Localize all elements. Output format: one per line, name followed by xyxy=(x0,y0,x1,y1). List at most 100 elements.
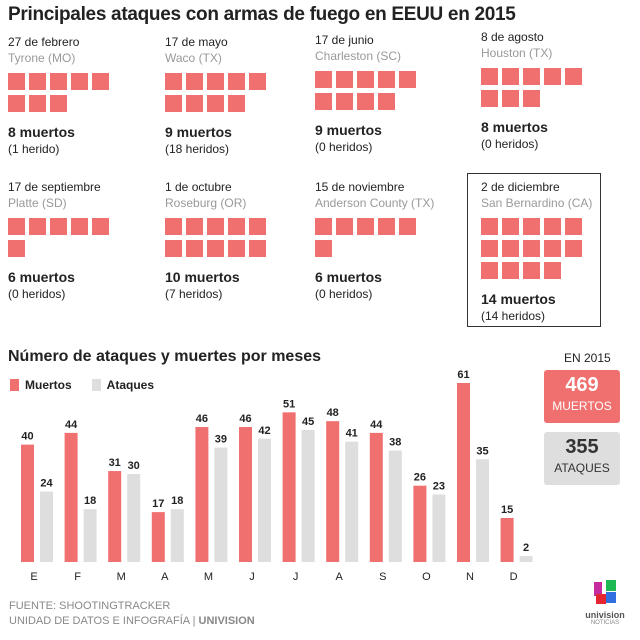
legend-swatch-muertos xyxy=(10,379,19,391)
bar-value-label: 15 xyxy=(501,504,513,516)
incident-deaths: 9 muertos xyxy=(315,122,382,138)
incident-date: 17 de mayo xyxy=(165,35,228,49)
incident-deaths: 6 muertos xyxy=(315,269,382,285)
x-tick-label: F xyxy=(74,571,81,583)
incident-deaths: 14 muertos xyxy=(481,291,556,307)
death-square xyxy=(207,240,224,257)
death-square xyxy=(71,73,88,90)
death-square xyxy=(249,218,266,235)
death-square xyxy=(8,240,25,257)
death-square xyxy=(565,240,582,257)
chart-title: Número de ataques y muertes por meses xyxy=(8,348,322,365)
incident-date: 17 de junio xyxy=(315,33,374,47)
death-square xyxy=(71,218,88,235)
death-square xyxy=(315,218,332,235)
x-tick-label: D xyxy=(510,571,518,583)
death-squares xyxy=(481,68,631,107)
incident-card: 17 de junio Charleston (SC) 9 muertos (0… xyxy=(315,33,465,154)
death-square xyxy=(186,95,203,112)
death-square xyxy=(357,71,374,88)
univision-logo: univision NOTICIAS xyxy=(580,580,630,626)
death-square xyxy=(481,90,498,107)
bar-ataques xyxy=(83,509,97,562)
bar-muertos xyxy=(64,432,78,562)
death-square xyxy=(523,262,540,279)
incident-deaths: 6 muertos xyxy=(8,269,75,285)
death-square xyxy=(186,240,203,257)
death-square xyxy=(502,68,519,85)
death-square xyxy=(8,218,25,235)
incident-date: 2 de diciembre xyxy=(481,180,560,194)
incident-injured: (14 heridos) xyxy=(481,309,546,323)
brand: UNIVISION xyxy=(198,615,255,627)
incident-place: Roseburg (OR) xyxy=(165,196,247,210)
death-square xyxy=(378,71,395,88)
incident-card: 1 de octubre Roseburg (OR) 10 muertos (7… xyxy=(165,180,315,301)
totals-label: EN 2015 xyxy=(564,351,611,365)
bar-muertos xyxy=(369,432,383,562)
death-square xyxy=(481,218,498,235)
death-square xyxy=(523,218,540,235)
death-square xyxy=(565,68,582,85)
bar-value-label: 51 xyxy=(283,398,295,410)
bar-muertos xyxy=(195,427,209,562)
credit: UNIDAD DE DATOS E INFOGRAFÍA xyxy=(9,615,190,627)
bar-value-label: 42 xyxy=(258,425,270,437)
incident-deaths: 8 muertos xyxy=(481,119,548,135)
death-square xyxy=(186,73,203,90)
univision-logo-icon xyxy=(594,580,616,604)
total-deaths-label: MUERTOS xyxy=(552,399,612,413)
death-square xyxy=(315,93,332,110)
bar-ataques xyxy=(388,450,402,562)
total-attacks-box: 355 ATAQUES xyxy=(544,432,620,485)
death-square xyxy=(315,240,332,257)
death-square xyxy=(502,90,519,107)
bar-value-label: 24 xyxy=(40,478,53,490)
death-square xyxy=(228,95,245,112)
legend-label-muertos: Muertos xyxy=(25,378,72,392)
death-square xyxy=(544,240,561,257)
death-square xyxy=(336,71,353,88)
death-square xyxy=(399,71,416,88)
death-square xyxy=(249,240,266,257)
bar-muertos xyxy=(21,444,34,562)
incident-injured: (0 heridos) xyxy=(315,140,373,154)
incident-card: 8 de agosto Houston (TX) 8 muertos (0 he… xyxy=(481,30,631,151)
x-tick-label: A xyxy=(336,571,344,583)
bar-value-label: 18 xyxy=(84,495,96,507)
death-square xyxy=(523,68,540,85)
bar-value-label: 45 xyxy=(302,416,314,428)
logo-name: univision xyxy=(585,610,625,620)
x-tick-label: A xyxy=(161,571,169,583)
death-square xyxy=(50,95,67,112)
bar-muertos xyxy=(151,512,165,562)
page-title: Principales ataques con armas de fuego e… xyxy=(8,4,516,25)
bar-value-label: 18 xyxy=(171,495,183,507)
death-square xyxy=(336,218,353,235)
bar-value-label: 46 xyxy=(196,413,208,425)
bar-value-label: 40 xyxy=(21,431,33,443)
incident-injured: (0 heridos) xyxy=(315,287,373,301)
incident-place: Waco (TX) xyxy=(165,51,222,65)
incident-deaths: 9 muertos xyxy=(165,124,232,140)
death-square xyxy=(481,262,498,279)
death-square xyxy=(165,240,182,257)
death-square xyxy=(92,73,109,90)
bar-muertos xyxy=(326,421,340,562)
death-square xyxy=(207,95,224,112)
bar-ataques xyxy=(476,459,489,562)
death-square xyxy=(544,68,561,85)
credit-line: UNIDAD DE DATOS E INFOGRAFÍA | UNIVISION xyxy=(9,615,255,627)
death-square xyxy=(378,93,395,110)
x-tick-label: J xyxy=(249,571,255,583)
bar-ataques xyxy=(170,509,184,562)
bar-value-label: 61 xyxy=(457,369,469,381)
incident-card: 27 de febrero Tyrone (MO) 8 muertos (1 h… xyxy=(8,35,158,156)
death-squares xyxy=(315,71,465,110)
incident-date: 17 de septiembre xyxy=(8,180,101,194)
bar-value-label: 41 xyxy=(346,428,358,440)
bar-ataques xyxy=(519,556,533,562)
incident-date: 8 de agosto xyxy=(481,30,544,44)
bar-muertos xyxy=(108,471,122,562)
